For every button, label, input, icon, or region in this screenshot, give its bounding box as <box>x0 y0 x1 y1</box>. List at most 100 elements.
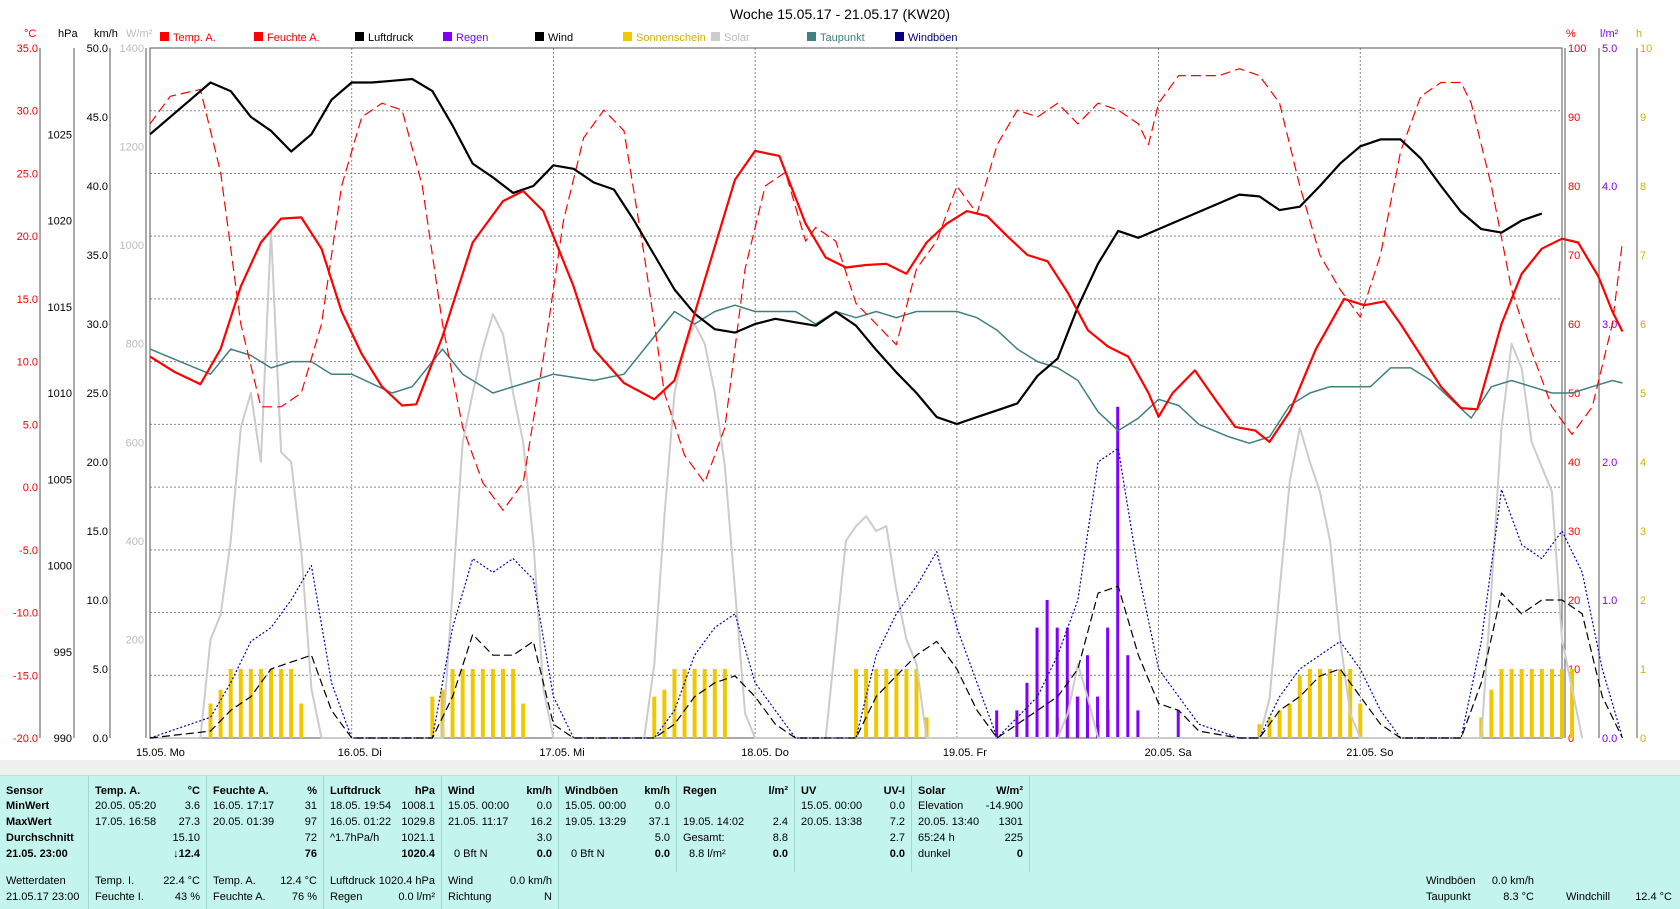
sunshine-bar <box>218 689 223 738</box>
tick-label-wind: 35.0 <box>87 250 108 262</box>
sunshine-bar <box>672 669 677 738</box>
status-feuchte-a-value: 76 % <box>291 891 317 903</box>
sunshine-bar <box>914 669 919 738</box>
sunshine-bar <box>1549 669 1554 738</box>
sunshine-bar <box>258 669 263 738</box>
summary-unit-humidity: % <box>307 785 317 797</box>
legend-label: Taupunkt <box>820 32 865 44</box>
summary-col-humidity: Feuchte A. % 16.05. 17:17 31 20.05. 01:39… <box>207 776 324 873</box>
rain-bar <box>1136 710 1140 738</box>
status-windchill: Windchill 12.4 °C <box>1560 872 1678 909</box>
tick-label-wind: 30.0 <box>87 319 108 331</box>
gust-current-bft: 0 Bft N <box>571 848 605 860</box>
legend-label: Luftdruck <box>368 32 414 44</box>
x-tick-label: 16.05. Di <box>338 747 382 759</box>
rain-bar <box>1015 710 1019 738</box>
sunshine-bar <box>662 689 667 738</box>
tick-label-solar: 1200 <box>120 142 144 154</box>
sunshine-bar <box>722 669 727 738</box>
chart-title: Woche 15.05.17 - 21.05.17 (KW20) <box>730 6 950 22</box>
sunshine-bar <box>470 669 475 738</box>
legend-swatch <box>623 32 632 41</box>
status-bar: Wetterdaten 21.05.17 23:00 Temp. I. 22.4… <box>0 872 1680 909</box>
sunshine-bar <box>299 703 304 738</box>
press-max-value: 1029.8 <box>401 816 435 828</box>
rain-bar <box>1116 406 1120 738</box>
uv-current-value: 0.0 <box>889 848 905 860</box>
sunshine-bar <box>904 669 909 738</box>
sunshine-bar <box>864 669 869 738</box>
tick-label-solar: 1400 <box>120 43 144 55</box>
series-line-taupunkt <box>149 304 1623 444</box>
tick-label-temp: 25.0 <box>17 168 38 180</box>
status-luftdruck-value: 1020.4 hPa <box>378 875 435 887</box>
status-temp-i-label: Temp. I. <box>95 875 135 887</box>
tick-label-temp: 30.0 <box>17 106 38 118</box>
tick-label-humidity: 100 <box>1568 43 1586 55</box>
sunshine-bar <box>1519 669 1524 738</box>
status-temp-i-value: 22.4 °C <box>163 875 200 887</box>
rain-max-time: 19.05. 14:02 <box>683 816 745 828</box>
legend-label: Regen <box>456 32 488 44</box>
tick-label-humidity: 20 <box>1568 595 1580 607</box>
series-line-luftdruck <box>149 77 1543 426</box>
summary-col-rain: Regen l/m² 19.05. 14:02 2.4 Gesamt: 8.8 8.… <box>677 776 795 873</box>
summary-unit-uv: UV-I <box>883 785 905 797</box>
tick-label-temp: -5.0 <box>19 545 38 557</box>
series-line-windböen <box>149 447 1624 739</box>
status-feuchte-i-label: Feuchte I. <box>95 891 144 903</box>
sunshine-bar <box>460 669 465 738</box>
sunshine-bar <box>490 669 495 738</box>
sunshine-bar <box>924 717 929 738</box>
sunshine-bar <box>1489 689 1494 738</box>
solar-current-value: 0 <box>1016 848 1023 860</box>
sunshine-bar <box>1358 703 1363 738</box>
tick-label-temp: 10.0 <box>17 357 38 369</box>
tick-label-rain: 1.0 <box>1602 595 1617 607</box>
summary-unit-wind: km/h <box>526 785 552 797</box>
tick-label-temp: 5.0 <box>23 419 38 431</box>
summary-header-sensor: Sensor <box>6 785 44 797</box>
row-label-min: MinWert <box>6 800 50 812</box>
legend-swatch <box>895 32 904 41</box>
tick-label-sun: 8 <box>1640 181 1646 193</box>
wind-current-value: 0.0 <box>536 848 552 860</box>
sunshine-bar <box>269 669 274 738</box>
status-feuchte-i-value: 43 % <box>174 891 200 903</box>
sunshine-bar <box>430 696 435 738</box>
sunshine-bar <box>1338 669 1343 738</box>
wind-current-bft: 0 Bft N <box>454 848 488 860</box>
press-max-time: 16.05. 01:22 <box>330 816 392 828</box>
status-taupunkt-value: 8.3 °C <box>1503 891 1534 903</box>
series-line-solar <box>150 229 1584 739</box>
tick-label-pressure: 1020 <box>48 216 72 228</box>
tick-label-temp: 0.0 <box>23 482 38 494</box>
summary-col-temp: Temp. A. °C 20.05. 05:20 3.6 17.05. 16:58… <box>89 776 207 873</box>
rain-bar <box>1055 627 1059 738</box>
sunshine-bar <box>1560 669 1564 738</box>
summary-col-gust: Windböen km/h 15.05. 00:00 0.0 19.05. 13:… <box>559 776 677 873</box>
summary-col-wind: Wind km/h 15.05. 00:00 0.0 21.05. 11:17 16… <box>442 776 559 873</box>
sunshine-bar <box>854 669 858 738</box>
hum-min-value: 31 <box>304 800 317 812</box>
temp-min-value: 3.6 <box>184 800 200 812</box>
gust-min-value: 0.0 <box>654 800 670 812</box>
wind-min-time: 15.05. 00:00 <box>448 800 510 812</box>
wind-max-value: 16.2 <box>530 816 552 828</box>
summary-table: Sensor MinWert MaxWert Durchschnitt 21.0… <box>0 775 1680 873</box>
summary-unit-pressure: hPa <box>414 785 435 797</box>
summary-unit-solar: W/m² <box>996 785 1023 797</box>
status-feuchte-a-label: Feuchte A. <box>213 891 266 903</box>
summary-unit-gust: km/h <box>644 785 670 797</box>
tick-label-humidity: 50 <box>1568 388 1580 400</box>
rain-bar <box>995 710 999 738</box>
gust-max-time: 19.05. 13:29 <box>565 816 627 828</box>
status-pressure-rain: Luftdruck 1020.4 hPa Regen 0.0 l/m² <box>324 872 442 909</box>
tick-label-temp: -20.0 <box>13 733 38 745</box>
legend-swatch <box>711 32 720 41</box>
rain-total-label: Gesamt: <box>683 832 725 844</box>
press-current-value: 1020.4 <box>401 848 435 860</box>
sunshine-bar <box>874 669 879 738</box>
temp-min-time: 20.05. 05:20 <box>95 800 157 812</box>
tick-label-rain: 2.0 <box>1602 457 1617 469</box>
